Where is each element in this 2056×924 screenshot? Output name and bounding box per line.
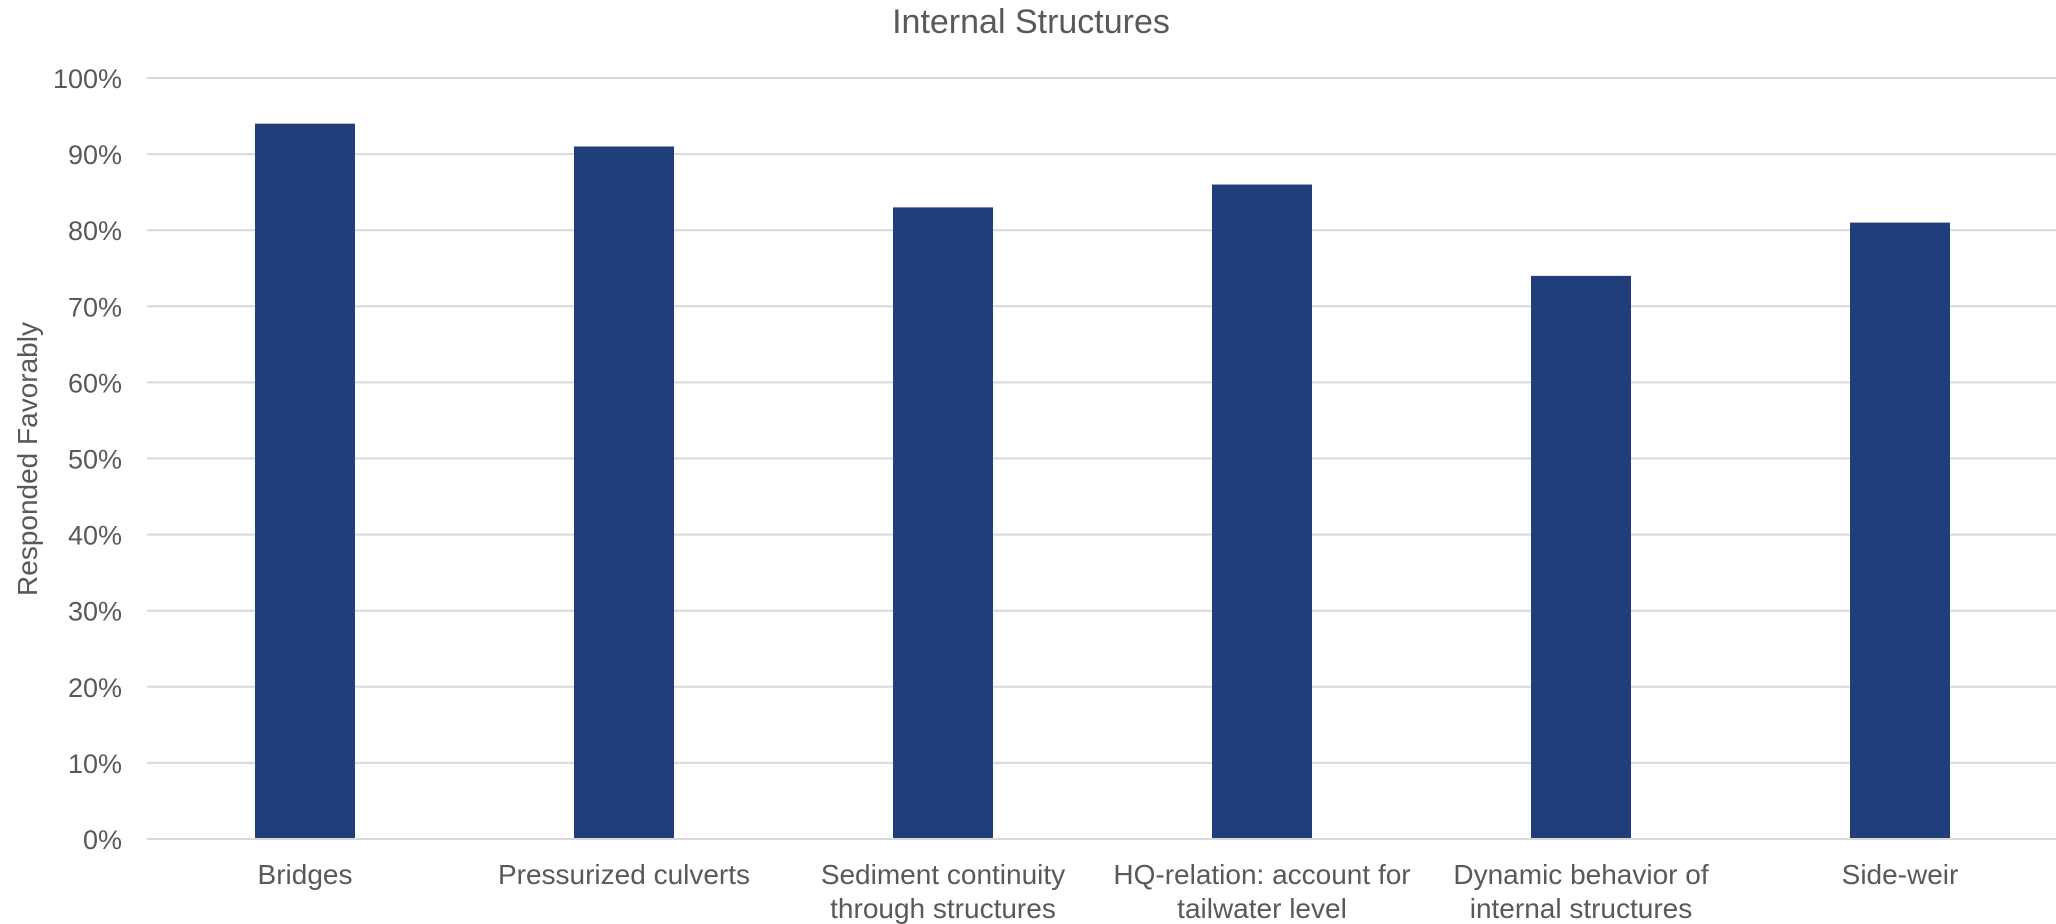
y-tick-label: 40%	[68, 521, 122, 551]
gridlines	[147, 77, 2056, 764]
y-tick-label: 60%	[68, 368, 122, 398]
x-category-label: HQ-relation: account for tailwater level	[1113, 859, 1410, 924]
x-category-label: Bridges	[258, 859, 353, 890]
y-tick-label: 90%	[68, 140, 122, 170]
y-axis-label: Responded Favorably	[12, 322, 43, 596]
bar	[255, 123, 355, 839]
bar	[1850, 222, 1950, 840]
x-category-label-line: Bridges	[258, 859, 353, 890]
bar	[1531, 275, 1631, 839]
x-category-label-line: through structures	[830, 893, 1056, 924]
x-category-label-line: Side-weir	[1842, 859, 1959, 890]
y-tick-label: 0%	[83, 825, 122, 855]
x-axis-category-labels: Bridges Pressurized culverts Sediment cont…	[258, 859, 1959, 924]
y-tick-label: 10%	[68, 749, 122, 779]
bar	[574, 146, 674, 840]
bar	[1212, 184, 1312, 840]
y-tick-label: 80%	[68, 216, 122, 246]
y-tick-label: 50%	[68, 445, 122, 475]
bar	[893, 207, 993, 839]
x-category-label: Side-weir	[1842, 859, 1959, 890]
x-category-label: Sediment continuity through structures	[821, 859, 1065, 924]
x-category-label-line: Sediment continuity	[821, 859, 1065, 890]
y-axis-ticks: 0% 10% 20% 30% 40% 50% 60% 70% 80% 90% 100%	[53, 64, 122, 855]
x-category-label-line: internal structures	[1470, 893, 1693, 924]
x-category-label-line: Pressurized culverts	[498, 859, 750, 890]
x-category-label: Dynamic behavior of internal structures	[1453, 859, 1708, 924]
y-tick-label: 70%	[68, 292, 122, 322]
y-tick-label: 100%	[53, 64, 122, 94]
x-category-label-line: HQ-relation: account for	[1113, 859, 1410, 890]
x-category-label: Pressurized culverts	[498, 859, 750, 890]
y-tick-label: 20%	[68, 673, 122, 703]
bars	[255, 123, 1950, 840]
x-category-label-line: tailwater level	[1177, 893, 1347, 924]
x-category-label-line: Dynamic behavior of	[1453, 859, 1708, 890]
chart-title: Internal Structures	[892, 3, 1170, 41]
y-tick-label: 30%	[68, 597, 122, 627]
